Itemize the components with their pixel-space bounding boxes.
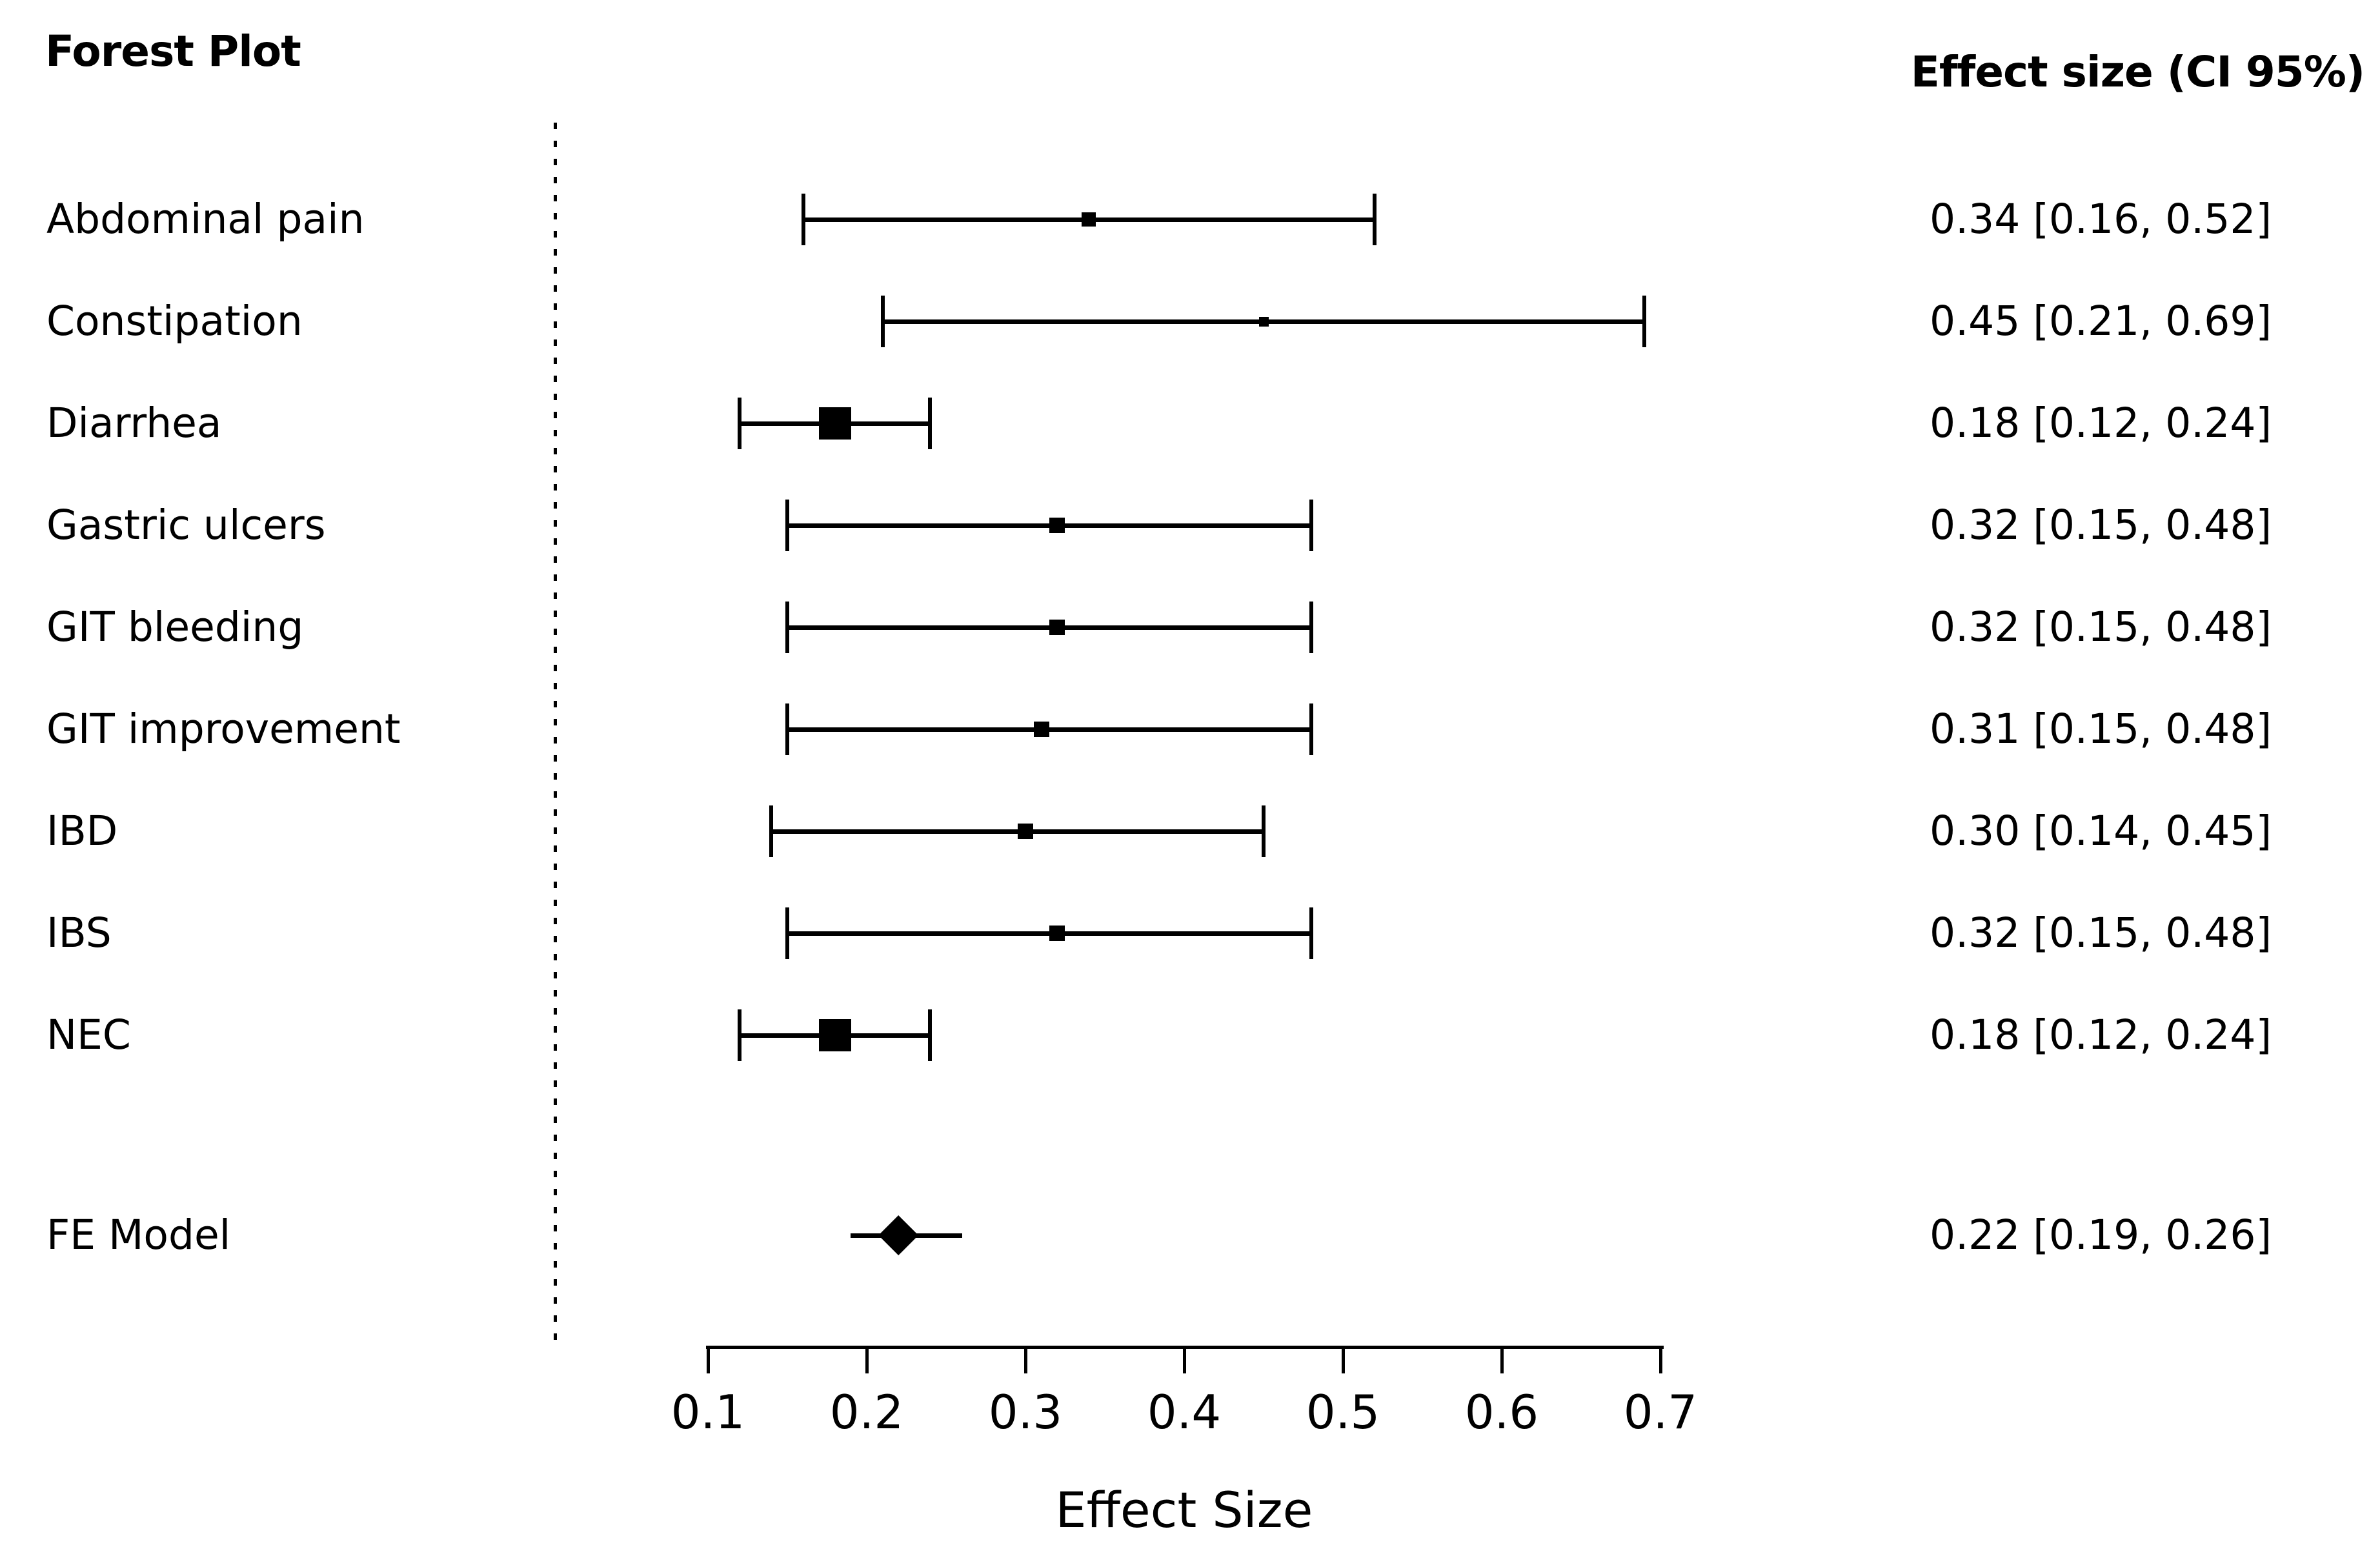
ci-cap-right <box>1309 602 1313 653</box>
x-axis-tick-label: 0.2 <box>829 1385 904 1439</box>
effect-value: 0.32 [0.15, 0.48] <box>1930 909 2272 956</box>
effect-marker <box>1049 518 1065 533</box>
x-axis-tick <box>865 1349 869 1373</box>
ci-cap-right <box>1309 703 1313 755</box>
ci-cap-left <box>785 602 789 653</box>
x-axis-tick <box>1500 1349 1504 1373</box>
ci-cap-left <box>785 703 789 755</box>
ci-cap-left <box>785 907 789 959</box>
page-title: Forest Plot <box>45 26 301 76</box>
effect-value: 0.32 [0.15, 0.48] <box>1930 501 2272 549</box>
effect-marker <box>1033 722 1049 737</box>
x-axis-tick <box>1342 1349 1345 1373</box>
ci-cap-right <box>1309 500 1313 551</box>
ci-cap-left <box>785 500 789 551</box>
x-axis-tick-label: 0.1 <box>671 1385 745 1439</box>
effect-marker <box>1258 316 1269 327</box>
x-axis-tick-label: 0.4 <box>1147 1385 1222 1439</box>
ci-cap-left <box>738 398 742 449</box>
ci-cap-right <box>1262 805 1266 857</box>
ci-cap-right <box>1642 296 1647 347</box>
row-label: Constipation <box>46 298 303 345</box>
ci-cap-right <box>1309 907 1313 959</box>
effect-value: 0.18 [0.12, 0.24] <box>1930 1011 2272 1058</box>
x-axis-tick <box>1183 1349 1186 1373</box>
x-axis-tick <box>1659 1349 1662 1373</box>
ci-cap-right <box>928 1009 933 1061</box>
ci-whisker <box>771 829 1264 834</box>
ci-whisker <box>787 625 1311 630</box>
x-axis-title: Effect Size <box>1055 1481 1313 1539</box>
x-axis-tick-label: 0.6 <box>1464 1385 1539 1439</box>
x-axis-tick-label: 0.5 <box>1306 1385 1380 1439</box>
x-axis-tick-label: 0.7 <box>1623 1385 1698 1439</box>
summary-diamond <box>878 1215 919 1255</box>
ci-whisker <box>787 727 1311 732</box>
effect-marker <box>1018 824 1033 839</box>
x-axis-line <box>706 1346 1664 1349</box>
effect-value: 0.30 [0.14, 0.45] <box>1930 807 2272 855</box>
effect-marker <box>818 1019 851 1051</box>
ci-cap-left <box>738 1009 742 1061</box>
effect-size-column-header: Effect size (CI 95%) <box>1910 47 2365 97</box>
effect-value: 0.31 [0.15, 0.48] <box>1930 705 2272 753</box>
x-axis-tick <box>707 1349 710 1373</box>
summary-row-label: FE Model <box>46 1211 231 1259</box>
effect-value: 0.18 [0.12, 0.24] <box>1930 400 2272 447</box>
effect-value: 0.45 [0.21, 0.69] <box>1930 298 2272 345</box>
ci-cap-right <box>1373 194 1377 245</box>
effect-marker <box>1049 620 1065 635</box>
ci-cap-left <box>801 194 805 245</box>
row-label: Gastric ulcers <box>46 501 326 549</box>
zero-reference-line <box>554 123 557 1346</box>
effect-marker <box>1049 926 1065 941</box>
row-label: Abdominal pain <box>46 196 365 243</box>
x-axis-tick-label: 0.3 <box>988 1385 1063 1439</box>
ci-whisker <box>787 523 1311 528</box>
row-label: NEC <box>46 1011 131 1058</box>
row-label: IBD <box>46 807 118 855</box>
effect-marker <box>1082 212 1096 227</box>
x-axis-tick <box>1024 1349 1027 1373</box>
effect-value: 0.32 [0.15, 0.48] <box>1930 603 2272 651</box>
ci-cap-right <box>928 398 933 449</box>
row-label: GIT bleeding <box>46 603 304 651</box>
row-label: GIT improvement <box>46 705 401 753</box>
ci-whisker <box>787 931 1311 936</box>
ci-cap-left <box>880 296 885 347</box>
row-label: IBS <box>46 909 112 956</box>
ci-cap-left <box>769 805 774 857</box>
effect-marker <box>818 407 851 440</box>
effect-value: 0.34 [0.16, 0.52] <box>1930 196 2272 243</box>
summary-effect-value: 0.22 [0.19, 0.26] <box>1930 1211 2272 1259</box>
row-label: Diarrhea <box>46 400 222 447</box>
